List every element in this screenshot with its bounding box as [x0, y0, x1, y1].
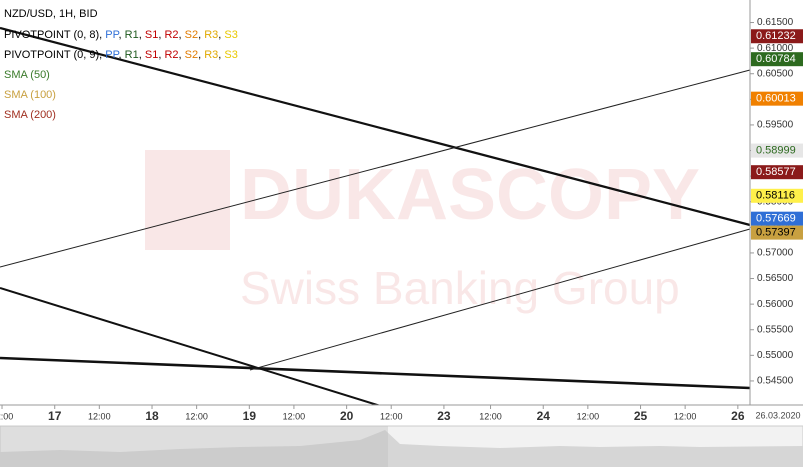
indicator-level: PP — [105, 29, 119, 41]
chart-title: NZD/USD, 1H, BID — [4, 8, 98, 20]
price-tag — [751, 143, 803, 158]
x-tick-label: 12:00 — [185, 411, 208, 421]
y-tick-label: 0.57000 — [757, 248, 794, 259]
separator: , — [198, 29, 204, 41]
y-tick-label: 0.55500 — [757, 324, 794, 335]
legend-entry: SMA (50) — [4, 69, 50, 81]
indicator-level: R3 — [204, 29, 218, 41]
indicator-label: PIVOTPOINT (0, 9) — [4, 49, 99, 61]
separator: , — [198, 49, 204, 61]
x-tick-label: 23 — [437, 409, 451, 423]
price-tag — [751, 91, 803, 106]
x-tick-label: 12:00 — [283, 411, 306, 421]
indicator-level: PP — [105, 49, 119, 61]
watermark: DUKASCOPY Swiss Banking Group — [145, 150, 700, 314]
price-tag-label: 0.58116 — [756, 190, 795, 202]
y-tick-label: 0.56000 — [757, 299, 794, 310]
price-tag-label: 0.57397 — [756, 227, 796, 239]
separator: , — [218, 29, 224, 41]
legend: NZD/USD, 1H, BID PIVOTPOINT (0, 8), PP, … — [4, 8, 238, 121]
x-tick-label: 24 — [537, 409, 551, 423]
price-tag-label: 0.60784 — [756, 53, 796, 65]
price-tag-label: 0.58999 — [756, 144, 796, 156]
price-tag — [751, 29, 803, 44]
navigator-window — [0, 426, 388, 467]
x-tick-label: 26 — [731, 409, 745, 423]
indicator-legend: PIVOTPOINT (0, 8), PP, R1, S1, R2, S2, R… — [4, 29, 238, 41]
x-tick-label: 12:00 — [577, 411, 600, 421]
price-tag — [751, 225, 803, 240]
indicator-level: R2 — [164, 49, 178, 61]
indicator-level: R1 — [125, 49, 139, 61]
indicator-level: S2 — [185, 49, 198, 61]
legend-entry: SMA (100) — [4, 89, 56, 101]
plot-area — [0, 26, 750, 405]
separator: , — [158, 29, 164, 41]
trend-line — [0, 287, 401, 405]
price-tag-label: 0.60013 — [756, 93, 796, 105]
price-tag — [751, 211, 803, 226]
x-tick-label: 12:00 — [479, 411, 502, 421]
separator: , — [179, 49, 185, 61]
separator: , — [119, 49, 125, 61]
x-tick-label: 12:00 — [380, 411, 403, 421]
x-tick-label: 12:00 — [674, 411, 697, 421]
watermark-brand: DUKASCOPY — [240, 155, 700, 235]
channel-line — [0, 69, 750, 268]
trend-line — [0, 356, 750, 390]
watermark-logo — [145, 150, 230, 250]
y-tick-label: 0.54500 — [757, 376, 794, 387]
x-tick-label: 12:00 — [88, 411, 111, 421]
indicator-level: S1 — [145, 49, 158, 61]
x-tick-label: 17 — [48, 409, 62, 423]
x-tick-label: 19 — [243, 409, 257, 423]
x-tick-label: 25 — [634, 409, 648, 423]
legend-entry: SMA (200) — [4, 109, 56, 121]
separator: , — [99, 49, 105, 61]
x-tick-label: 12:00 — [0, 411, 13, 421]
price-tag — [751, 188, 803, 203]
y-tick-label: 0.56500 — [757, 273, 794, 284]
navigator-area — [0, 430, 803, 467]
price-tag-label: 0.57669 — [756, 213, 796, 225]
separator: , — [99, 29, 105, 41]
indicator-level: S1 — [145, 29, 158, 41]
separator: , — [158, 49, 164, 61]
trend-line — [0, 26, 750, 227]
trend-lines — [0, 26, 750, 405]
price-tag — [751, 52, 803, 67]
y-tick-label: 0.59500 — [757, 120, 794, 131]
indicator-level: S3 — [224, 29, 237, 41]
x-tick-label: 18 — [145, 409, 159, 423]
separator: , — [179, 29, 185, 41]
date-label: 26.03.2020 — [755, 410, 800, 420]
price-tag-label: 0.58577 — [756, 166, 796, 178]
watermark-tagline: Swiss Banking Group — [240, 262, 680, 314]
indicator-level: S2 — [185, 29, 198, 41]
indicator-level: R2 — [164, 29, 178, 41]
separator: , — [218, 49, 224, 61]
y-tick-label: 0.55000 — [757, 350, 794, 361]
y-tick-label: 0.61500 — [757, 17, 794, 28]
separator: , — [139, 29, 145, 41]
x-tick-label: 20 — [340, 409, 354, 423]
indicator-level: R1 — [125, 29, 139, 41]
indicator-level: S3 — [224, 49, 237, 61]
price-tag-label: 0.61232 — [756, 30, 796, 42]
indicator-legend: PIVOTPOINT (0, 9), PP, R1, S1, R2, S2, R… — [4, 49, 238, 61]
price-tag — [751, 165, 803, 180]
y-tick-label: 0.61000 — [757, 43, 794, 54]
separator: , — [119, 29, 125, 41]
y-tick-label: 0.60500 — [757, 68, 794, 79]
separator: , — [139, 49, 145, 61]
indicator-label: PIVOTPOINT (0, 8) — [4, 29, 99, 41]
channel-line — [249, 228, 750, 371]
indicator-level: R3 — [204, 49, 218, 61]
